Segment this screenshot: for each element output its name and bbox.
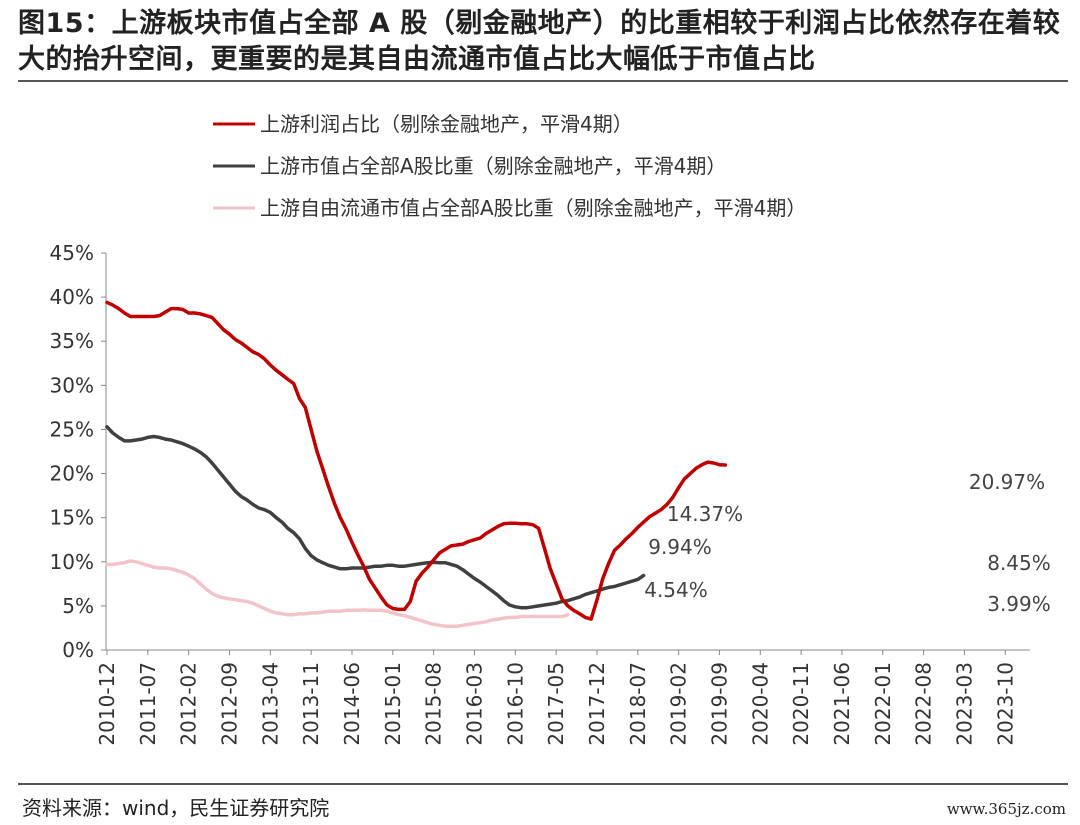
x-tick-label: 2020-04 [748,662,772,746]
x-tick-label: 2023-03 [952,662,976,746]
data-label: 4.54% [644,578,708,602]
series-line-2 [105,559,570,628]
x-tick-label: 2014-06 [340,662,364,746]
data-label: 20.97% [969,470,1045,494]
y-tick-label: 0% [62,638,94,662]
x-tick-label: 2012-02 [177,662,201,746]
x-tick-label: 2023-10 [993,662,1017,746]
y-tick-label: 30% [50,373,94,397]
x-tick-label: 2013-04 [258,662,282,746]
y-tick-label: 5% [62,594,94,618]
y-tick-label: 15% [50,506,94,530]
legend-label: 上游市值占全部A股比重（剔除金融地产，平滑4期） [260,154,726,178]
data-label: 14.37% [667,502,743,526]
x-tick-label: 2022-01 [871,662,895,746]
legend-label: 上游利润占比（剔除金融地产，平滑4期） [260,112,633,136]
data-label: 9.94% [648,535,712,559]
y-tick-label: 25% [50,417,94,441]
x-tick-label: 2018-07 [626,662,650,746]
chart-series [105,300,728,628]
chart-axes: 0% 5% 10% 15% 20% 25% 30% 35% 40% 45% 2010-12 2011-… [50,241,1030,746]
x-tick-label: 2021-06 [830,662,854,746]
chart-title: 图15：上游板块市值占全部 A 股（剔金融地产）的比重相较于利润占比依然存在着较… [18,8,1061,75]
watermark: www.365jz.com [946,800,1066,818]
data-label: 3.99% [987,592,1051,616]
y-tick-label: 45% [50,241,94,265]
x-tick-label: 2011-07 [136,662,160,746]
x-tick-label: 2016-10 [503,662,527,746]
x-tick-label: 2010-12 [95,662,119,746]
y-tick-label: 10% [50,550,94,574]
x-tick-label: 2015-08 [422,662,446,746]
x-tick-label: 2019-09 [707,662,731,746]
x-tick-label: 2019-02 [667,662,691,746]
x-tick-label: 2022-08 [912,662,936,746]
chart-legend: 上游利润占比（剔除金融地产，平滑4期） 上游市值占全部A股比重（剔除金融地产，平滑… [213,112,806,220]
legend-label: 上游自由流通市值占全部A股比重（剔除金融地产，平滑4期） [260,196,806,220]
y-tick-label: 40% [50,285,94,309]
title-divider [18,80,1068,82]
x-tick-label: 2020-11 [789,662,813,746]
series-line-0 [105,300,728,621]
footer-divider [18,783,1068,785]
line-chart: 上游利润占比（剔除金融地产，平滑4期） 上游市值占全部A股比重（剔除金融地产，平滑… [50,112,1051,746]
y-tick-label: 35% [50,329,94,353]
source-note: 资料来源：wind，民生证券研究院 [22,796,330,820]
x-tick-label: 2015-01 [381,662,405,746]
x-tick-label: 2012-09 [217,662,241,746]
x-tick-label: 2017-05 [544,662,568,746]
data-label: 8.45% [987,551,1051,575]
x-tick-label: 2013-11 [299,662,323,746]
series-line-1 [105,425,646,610]
chart-annotations: 14.37% 20.97% 9.94% 8.45% 4.54% 3.99% [644,470,1051,616]
y-tick-label: 20% [50,462,94,486]
x-tick-label: 2017-12 [585,662,609,746]
x-tick-label: 2016-03 [462,662,486,746]
